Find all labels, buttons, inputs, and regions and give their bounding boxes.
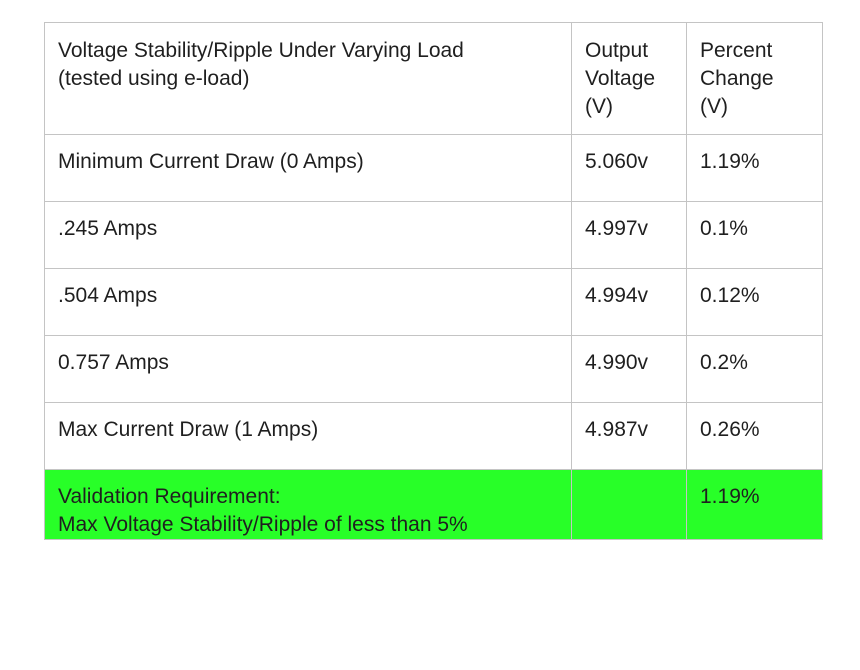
header-output-voltage: Output Voltage (V) <box>571 22 687 135</box>
cell-percent-change: 1.19% <box>686 134 823 202</box>
table-row: Max Current Draw (1 Amps) 4.987v 0.26% <box>44 402 823 470</box>
header-test-condition: Voltage Stability/Ripple Under Varying L… <box>44 22 572 135</box>
table-row: .245 Amps 4.997v 0.1% <box>44 201 823 269</box>
cell-output-voltage: 4.990v <box>571 335 687 403</box>
table-row: 0.757 Amps 4.990v 0.2% <box>44 335 823 403</box>
validation-requirement-row: Validation Requirement: Max Voltage Stab… <box>44 469 823 540</box>
cell-load: 0.757 Amps <box>44 335 572 403</box>
cell-output-voltage: 4.994v <box>571 268 687 336</box>
cell-percent-change: 0.1% <box>686 201 823 269</box>
cell-output-voltage: 5.060v <box>571 134 687 202</box>
cell-percent-change: 0.12% <box>686 268 823 336</box>
table-header-row: Voltage Stability/Ripple Under Varying L… <box>44 22 823 135</box>
cell-output-voltage: 4.997v <box>571 201 687 269</box>
voltage-stability-table: Voltage Stability/Ripple Under Varying L… <box>44 22 823 540</box>
cell-percent-change: 0.2% <box>686 335 823 403</box>
table-row: .504 Amps 4.994v 0.12% <box>44 268 823 336</box>
cell-load: Max Current Draw (1 Amps) <box>44 402 572 470</box>
cell-output-voltage: 4.987v <box>571 402 687 470</box>
validation-output-voltage <box>571 469 687 540</box>
validation-percent-change: 1.19% <box>686 469 823 540</box>
cell-load: Minimum Current Draw (0 Amps) <box>44 134 572 202</box>
header-percent-change: Percent Change (V) <box>686 22 823 135</box>
table-row: Minimum Current Draw (0 Amps) 5.060v 1.1… <box>44 134 823 202</box>
cell-load: .504 Amps <box>44 268 572 336</box>
cell-load: .245 Amps <box>44 201 572 269</box>
cell-percent-change: 0.26% <box>686 402 823 470</box>
validation-requirement-label: Validation Requirement: Max Voltage Stab… <box>44 469 572 540</box>
